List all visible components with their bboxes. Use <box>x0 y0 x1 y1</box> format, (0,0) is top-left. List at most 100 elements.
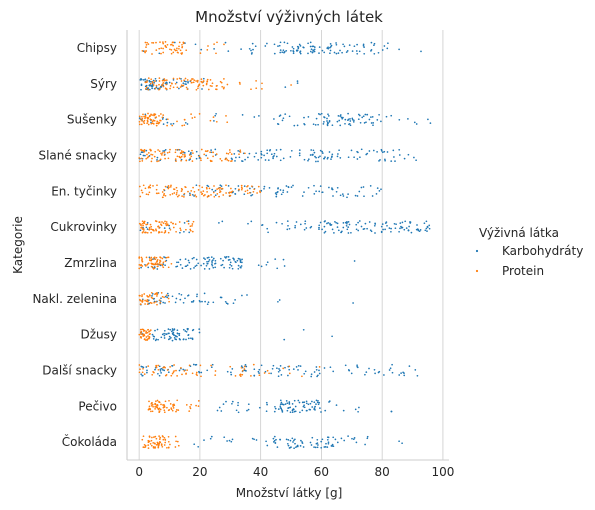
data-point <box>243 193 246 196</box>
data-point <box>301 409 304 412</box>
data-point <box>286 228 289 231</box>
data-point <box>399 227 401 230</box>
data-point <box>329 366 332 369</box>
data-point <box>139 294 141 297</box>
data-point <box>168 300 170 303</box>
data-point <box>228 439 231 442</box>
data-point <box>424 229 427 232</box>
data-point <box>191 257 194 260</box>
data-point <box>163 444 166 446</box>
data-point <box>201 186 204 189</box>
data-point <box>220 410 223 412</box>
data-point <box>179 258 182 261</box>
data-point <box>165 118 168 121</box>
data-point <box>211 263 213 266</box>
data-point <box>187 220 190 222</box>
data-point <box>163 366 166 368</box>
data-point <box>153 256 155 259</box>
data-point <box>148 440 151 443</box>
data-point <box>179 227 182 230</box>
data-point <box>276 123 279 125</box>
data-point <box>303 406 306 409</box>
data-point <box>230 157 233 160</box>
data-point <box>241 261 243 264</box>
data-point <box>328 401 330 403</box>
data-point <box>413 156 415 159</box>
data-point <box>416 228 419 230</box>
data-point <box>158 77 161 79</box>
data-point <box>148 84 151 87</box>
data-point <box>317 403 320 406</box>
data-point <box>138 333 141 336</box>
data-point <box>349 120 352 122</box>
data-point <box>146 300 148 302</box>
data-point <box>142 330 145 332</box>
data-point <box>313 193 316 195</box>
data-point <box>317 399 319 402</box>
data-point <box>319 113 321 116</box>
data-point <box>187 222 190 225</box>
data-point <box>184 77 187 80</box>
data-point <box>291 403 294 405</box>
data-point <box>141 115 143 118</box>
data-point <box>211 363 214 366</box>
data-point <box>276 267 279 270</box>
data-point <box>191 225 193 227</box>
data-point <box>144 265 147 267</box>
data-point <box>326 120 328 122</box>
data-point <box>221 187 224 190</box>
data-point <box>342 226 345 229</box>
data-point <box>347 112 349 115</box>
data-point <box>169 443 171 446</box>
data-point <box>216 409 219 412</box>
data-point <box>275 195 278 198</box>
data-point <box>317 156 320 159</box>
data-point <box>191 223 194 225</box>
data-point <box>266 152 269 155</box>
data-point <box>347 156 350 159</box>
data-point <box>342 222 345 224</box>
x-tick-labels: 0 20 40 60 80 100 <box>135 465 454 479</box>
data-point <box>188 154 191 156</box>
category-label: Sušenky <box>67 113 117 127</box>
data-point <box>163 369 166 372</box>
data-point <box>156 260 158 263</box>
data-point <box>349 118 351 120</box>
data-point <box>239 266 242 268</box>
data-point <box>342 116 344 119</box>
data-point <box>292 52 295 55</box>
data-point <box>165 221 168 223</box>
data-point <box>239 374 241 376</box>
data-point <box>229 151 231 154</box>
data-point <box>230 440 233 443</box>
data-point <box>258 406 261 409</box>
data-point <box>155 220 158 223</box>
data-point <box>287 444 290 447</box>
data-point <box>164 148 167 151</box>
data-point <box>157 445 160 448</box>
data-point <box>359 156 361 159</box>
data-point <box>317 123 319 126</box>
data-point <box>140 151 143 154</box>
data-point <box>171 295 174 298</box>
data-point <box>346 222 348 225</box>
data-point <box>145 81 148 84</box>
data-point <box>154 80 156 82</box>
data-point <box>190 151 192 154</box>
data-point <box>169 403 172 405</box>
x-tick-label: 40 <box>253 465 268 479</box>
data-point <box>148 400 150 403</box>
data-point <box>298 149 301 151</box>
data-point <box>155 443 158 446</box>
x-tick-label: 0 <box>135 465 143 479</box>
data-point <box>145 223 148 226</box>
data-point <box>161 445 164 448</box>
data-point <box>362 228 365 230</box>
data-point <box>263 372 266 374</box>
data-point <box>163 188 165 191</box>
data-point <box>156 160 158 163</box>
data-point <box>237 150 240 152</box>
category-label: Pečivo <box>78 399 117 413</box>
data-point <box>288 368 291 371</box>
